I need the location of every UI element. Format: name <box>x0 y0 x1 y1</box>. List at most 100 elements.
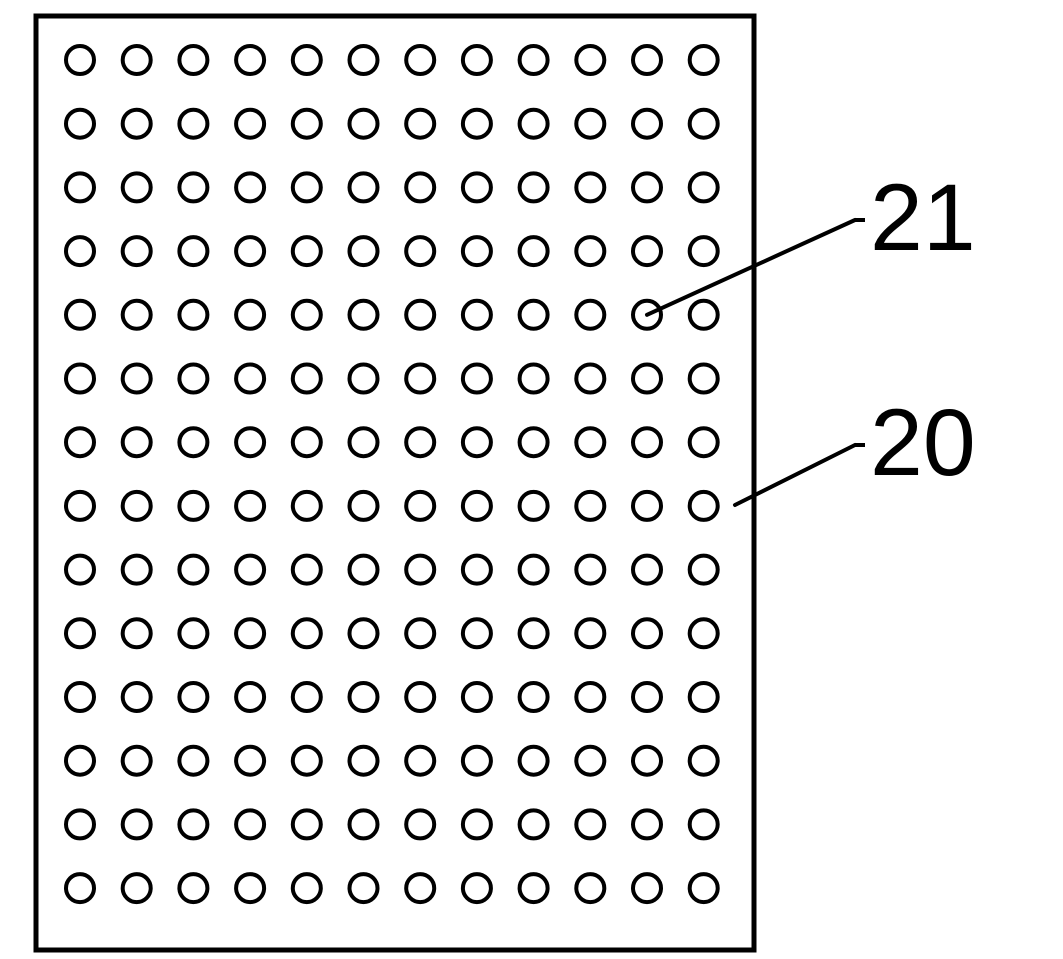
hole-circle <box>633 492 661 520</box>
hole-circle <box>406 46 434 74</box>
hole-circle <box>520 173 548 201</box>
hole-circle <box>350 110 378 138</box>
hole-circle <box>633 683 661 711</box>
hole-circle <box>123 556 151 584</box>
hole-circle <box>463 556 491 584</box>
hole-circle <box>66 237 94 265</box>
hole-circle <box>576 747 604 775</box>
hole-circle <box>690 619 718 647</box>
hole-circle <box>123 683 151 711</box>
hole-circle <box>293 874 321 902</box>
hole-circle <box>66 874 94 902</box>
hole-circle <box>520 428 548 456</box>
hole-circle <box>406 110 434 138</box>
hole-circle <box>406 428 434 456</box>
hole-circle <box>179 874 207 902</box>
hole-circle <box>576 619 604 647</box>
hole-circle <box>236 492 264 520</box>
hole-circle <box>406 301 434 329</box>
hole-circle <box>293 556 321 584</box>
hole-circle <box>576 556 604 584</box>
hole-circle <box>179 173 207 201</box>
hole-circle <box>123 747 151 775</box>
hole-circle <box>690 492 718 520</box>
hole-circle <box>463 110 491 138</box>
hole-circle <box>179 492 207 520</box>
hole-circle <box>690 428 718 456</box>
hole-circle <box>123 492 151 520</box>
hole-circle <box>520 874 548 902</box>
hole-circle <box>520 237 548 265</box>
hole-circle <box>350 556 378 584</box>
hole-circle <box>350 683 378 711</box>
hole-circle <box>179 619 207 647</box>
hole-circle <box>463 683 491 711</box>
hole-circle <box>123 46 151 74</box>
hole-circle <box>350 874 378 902</box>
hole-circle <box>350 810 378 838</box>
hole-circle <box>633 46 661 74</box>
hole-circle <box>576 301 604 329</box>
hole-circle <box>350 46 378 74</box>
reference-label-20: 20 <box>870 390 976 496</box>
hole-circle <box>66 428 94 456</box>
hole-circle <box>350 237 378 265</box>
hole-circle <box>576 492 604 520</box>
hole-circle <box>690 874 718 902</box>
hole-circle <box>293 365 321 393</box>
hole-circle <box>690 683 718 711</box>
hole-circle <box>463 874 491 902</box>
hole-circle <box>66 46 94 74</box>
hole-circle <box>350 173 378 201</box>
hole-circle <box>520 810 548 838</box>
hole-circle <box>406 237 434 265</box>
hole-circle <box>690 46 718 74</box>
hole-circle <box>236 301 264 329</box>
hole-circle <box>463 173 491 201</box>
hole-circle <box>123 428 151 456</box>
hole-circle <box>690 365 718 393</box>
hole-circle <box>236 237 264 265</box>
hole-circle <box>179 46 207 74</box>
hole-circle <box>66 683 94 711</box>
hole-circle <box>293 46 321 74</box>
hole-circle <box>576 683 604 711</box>
hole-circle <box>520 301 548 329</box>
hole-circle <box>520 46 548 74</box>
hole-circle <box>66 110 94 138</box>
hole-circle <box>463 810 491 838</box>
hole-circle <box>406 492 434 520</box>
hole-circle <box>123 301 151 329</box>
hole-circle <box>633 237 661 265</box>
hole-circle <box>123 237 151 265</box>
hole-circle <box>576 428 604 456</box>
hole-circle <box>179 365 207 393</box>
hole-circle <box>463 492 491 520</box>
hole-circle <box>576 46 604 74</box>
hole-circle <box>633 874 661 902</box>
hole-circle <box>406 173 434 201</box>
hole-circle <box>690 173 718 201</box>
hole-circle <box>179 237 207 265</box>
hole-circle <box>66 365 94 393</box>
hole-circle <box>520 747 548 775</box>
hole-circle <box>406 556 434 584</box>
hole-circle <box>690 301 718 329</box>
hole-circle <box>520 683 548 711</box>
hole-circle <box>350 365 378 393</box>
hole-circle <box>66 301 94 329</box>
hole-circle <box>236 428 264 456</box>
hole-circle <box>576 110 604 138</box>
hole-circle <box>576 810 604 838</box>
hole-circle <box>236 173 264 201</box>
hole-circle <box>293 110 321 138</box>
hole-circle <box>690 237 718 265</box>
hole-circle <box>633 747 661 775</box>
hole-circle <box>293 237 321 265</box>
hole-circle <box>293 428 321 456</box>
hole-circle <box>520 556 548 584</box>
hole-circle <box>690 110 718 138</box>
hole-circle <box>123 110 151 138</box>
hole-circle <box>576 173 604 201</box>
hole-circle <box>463 301 491 329</box>
